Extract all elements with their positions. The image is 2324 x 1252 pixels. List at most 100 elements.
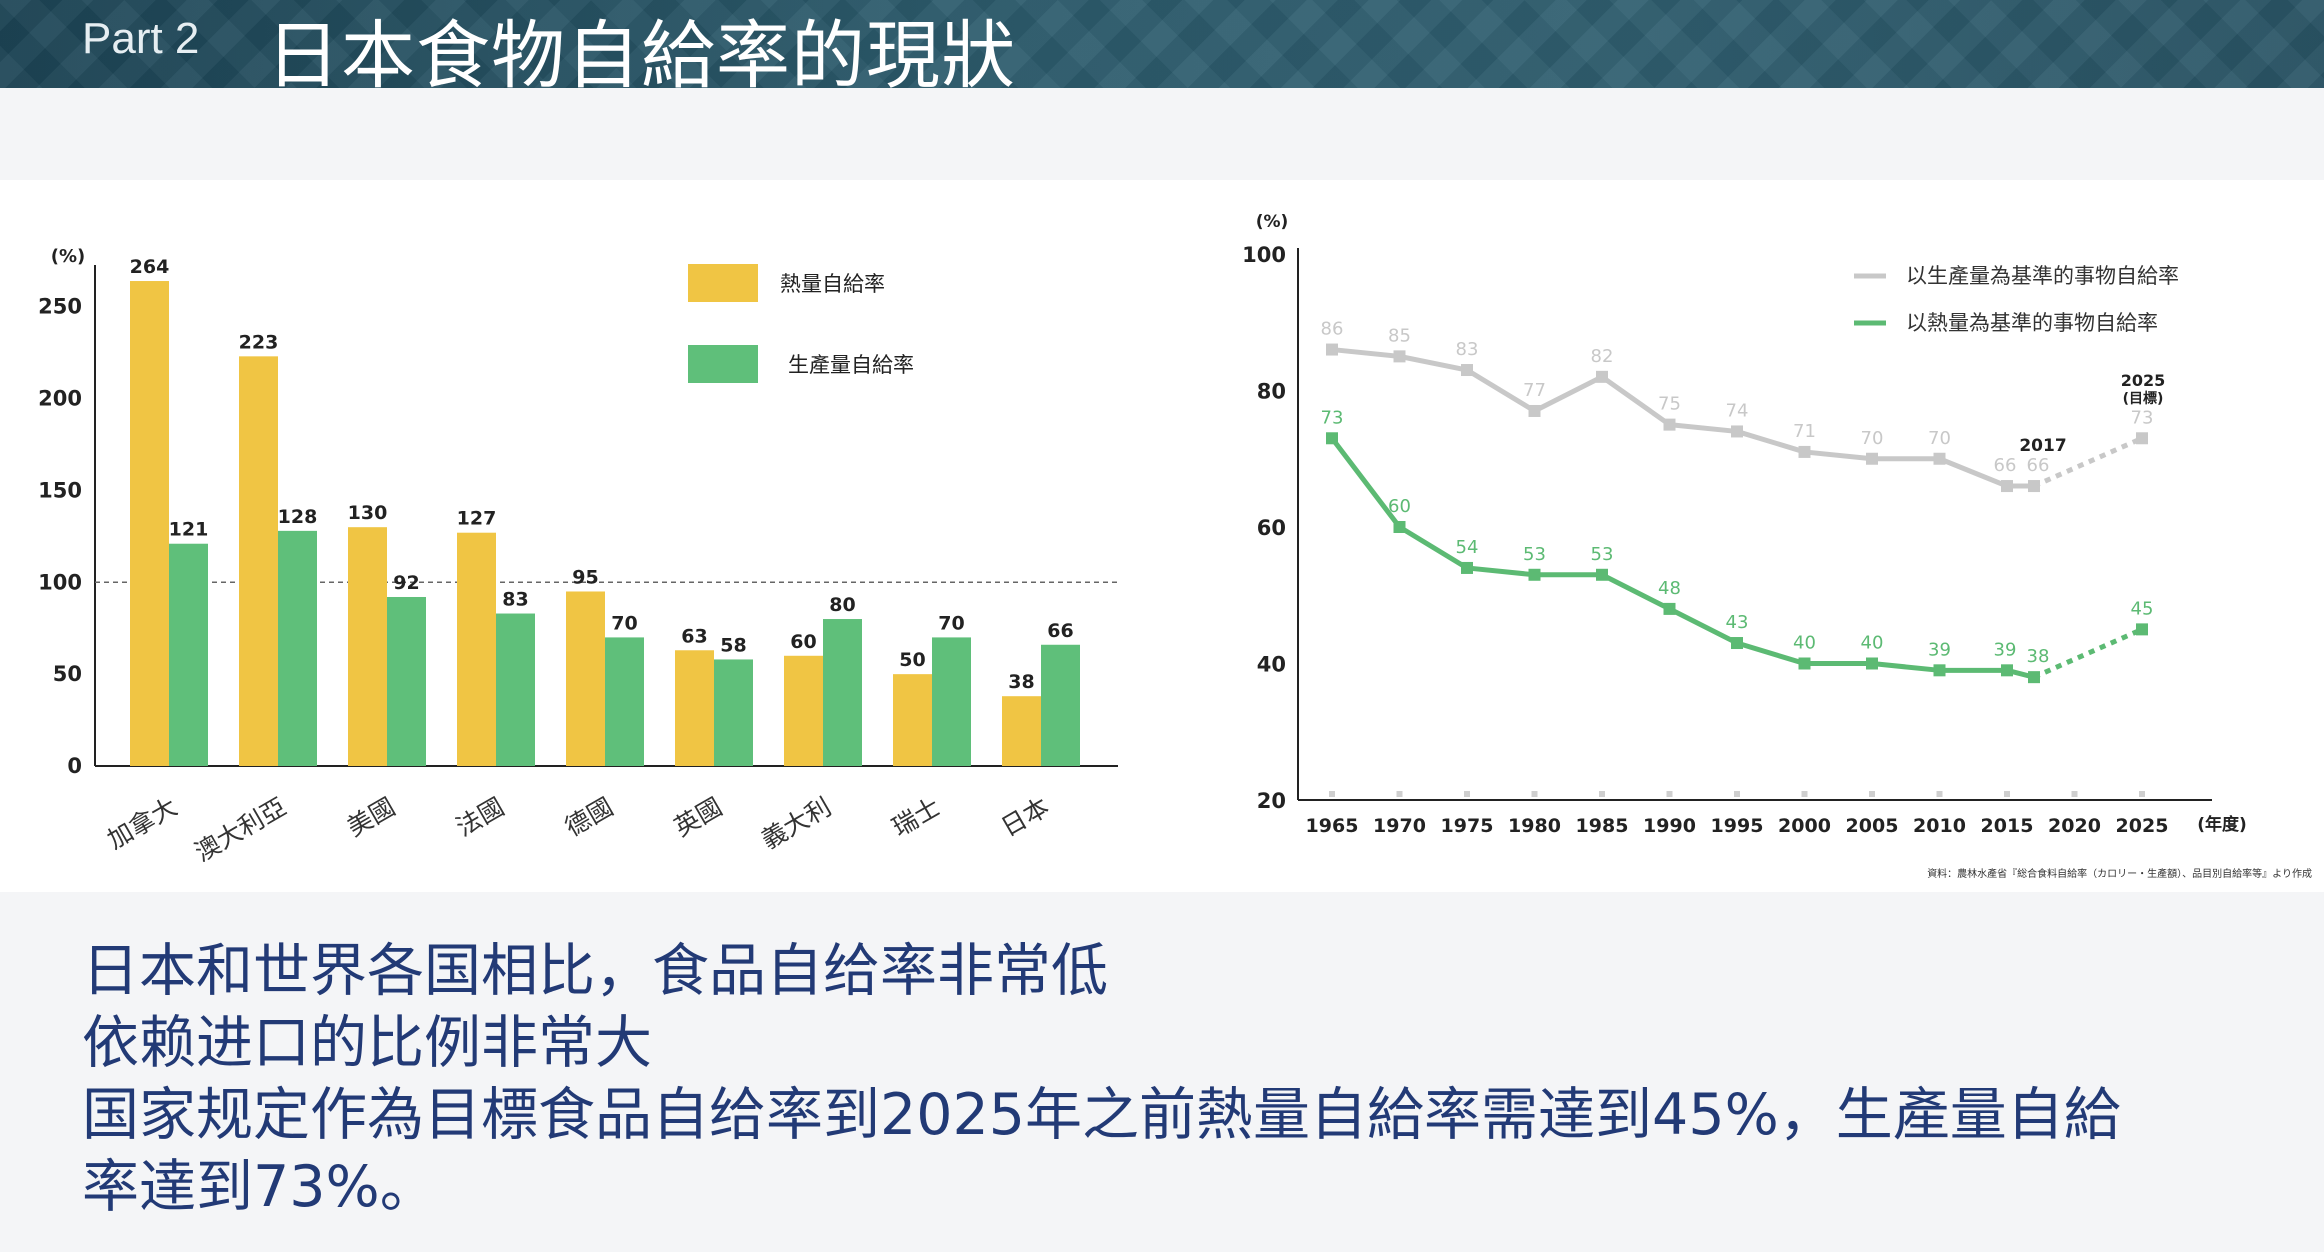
bar-production	[714, 659, 753, 766]
line-x-baseline-marker	[1734, 791, 1740, 797]
line-x-tick-label: 1990	[1643, 815, 1696, 837]
line-production-target-dashed	[2032, 435, 2144, 489]
line-production-value-label: 77	[1523, 380, 1546, 401]
bar-legend-label: 熱量自給率	[780, 272, 885, 296]
bar-value-label: 121	[169, 519, 209, 541]
bar-value-label: 128	[278, 506, 318, 528]
line-x-baseline-marker	[1936, 791, 1943, 797]
line-production-value-label: 82	[1591, 346, 1614, 367]
line-production-point	[1731, 425, 1743, 438]
line-production-point	[1663, 418, 1676, 431]
line-calorie-value-label: 40	[1793, 633, 1816, 654]
line-calorie-value-label: 53	[1523, 544, 1546, 565]
body-line-3: 国家规定作為目標食品自给率到2025年之前熱量自給率需達到45%，生產量自給	[82, 1082, 2121, 1148]
bar-production	[823, 619, 862, 766]
bar-value-label: 66	[1047, 620, 1073, 642]
line-production-value-label: 83	[1456, 339, 1479, 360]
bar-value-label: 50	[899, 649, 925, 671]
line-calorie-point	[1798, 657, 1811, 670]
line-x-unit: (年度)	[2197, 814, 2247, 835]
line-production-target-point	[2136, 432, 2148, 445]
line-x-baseline-marker	[1666, 791, 1673, 797]
line-production-point	[1798, 445, 1811, 458]
bar-value-label: 58	[720, 634, 746, 656]
page-title: 日本食物自給率的現狀	[266, 13, 1016, 88]
line-production-point	[1326, 343, 1338, 356]
body-line-1: 日本和世界各国相比，食品自给率非常低	[82, 938, 1108, 1004]
bar-y-tick-label: 100	[38, 570, 82, 594]
line-y-tick-label: 80	[1257, 380, 1286, 404]
line-calorie-point	[1596, 568, 1608, 581]
line-calorie-target-dashed	[2032, 627, 2144, 680]
line-production-value-label: 66	[2027, 455, 2050, 476]
line-production-point	[1461, 364, 1473, 377]
bar-value-label: 223	[239, 331, 279, 353]
line-x-tick-label: 1995	[1711, 815, 1764, 837]
line-x-tick-label: 2015	[1981, 815, 2034, 837]
bar-value-label: 70	[611, 612, 637, 634]
line-x-baseline-marker	[1599, 791, 1605, 797]
bar-legend-swatch	[688, 264, 758, 302]
bar-value-label: 70	[938, 612, 964, 634]
bar-y-tick-label: 250	[38, 295, 82, 319]
line-calorie-point	[2028, 671, 2040, 684]
line-production-value-label: 85	[1388, 325, 1411, 346]
bar-value-label: 38	[1008, 671, 1034, 693]
line-x-tick-label: 1970	[1373, 815, 1426, 837]
bar-value-label: 83	[502, 589, 528, 611]
bar-calorie	[457, 532, 496, 766]
line-x-baseline-marker	[1869, 791, 1875, 797]
line-y-tick-label: 20	[1257, 789, 1286, 813]
bar-value-label: 130	[348, 502, 388, 524]
line-calorie-value-label: 73	[1321, 407, 1344, 428]
bar-production	[496, 613, 535, 766]
line-calorie-point	[2001, 664, 2013, 677]
line-x-baseline-marker	[1464, 791, 1470, 797]
bar-value-label: 127	[457, 508, 497, 530]
bar-value-label: 264	[130, 256, 170, 278]
bar-value-label: 92	[393, 572, 419, 594]
line-annotation-target: (目標)	[2123, 390, 2164, 407]
bar-value-label: 63	[681, 625, 707, 647]
line-calorie-target-label: 45	[2131, 598, 2154, 619]
line-calorie-value-label: 48	[1658, 578, 1681, 599]
line-calorie-value-label: 54	[1456, 537, 1479, 558]
line-production-point	[1596, 370, 1608, 383]
line-x-tick-label: 1985	[1576, 815, 1629, 837]
line-annotation-2017: 2017	[2019, 436, 2066, 456]
line-x-tick-label: 2005	[1846, 815, 1899, 837]
line-x-tick-label: 2025	[2116, 815, 2169, 837]
bar-y-tick-label: 200	[38, 387, 82, 411]
line-calorie-point	[1933, 664, 1946, 677]
line-calorie-value-label: 43	[1726, 612, 1749, 633]
bar-calorie	[130, 281, 169, 766]
line-x-baseline-marker	[1801, 791, 1808, 797]
line-production-value-label: 71	[1793, 421, 1816, 442]
line-x-tick-label: 2000	[1778, 815, 1831, 837]
line-x-baseline-marker	[2004, 791, 2010, 797]
line-calorie-value-label: 53	[1591, 544, 1614, 565]
line-x-baseline-marker	[1329, 791, 1335, 797]
bar-category-label: 英國	[669, 792, 727, 842]
body-line-4: 率達到73%。	[82, 1154, 437, 1220]
line-legend-label: 以熱量為基準的事物自給率	[1906, 311, 2158, 335]
line-legend-label: 以生產量為基準的事物自給率	[1906, 264, 2179, 288]
line-calorie-series	[1330, 436, 2035, 680]
bar-category-label: 日本	[996, 792, 1054, 842]
line-production-series	[1331, 347, 2034, 489]
bar-production	[605, 637, 644, 766]
bar-calorie	[239, 356, 278, 766]
line-production-value-label: 70	[1928, 428, 1951, 449]
line-y-tick-label: 40	[1257, 653, 1286, 677]
bar-production	[169, 543, 208, 766]
bar-category-label: 義大利	[757, 792, 836, 855]
bar-category-label: 美國	[342, 792, 400, 842]
line-calorie-target-point	[2136, 623, 2148, 636]
line-calorie-point	[1461, 561, 1473, 574]
line-production-value-label: 70	[1861, 428, 1884, 449]
line-x-baseline-marker	[1396, 791, 1403, 797]
line-calorie-point	[1528, 568, 1541, 581]
line-calorie-point	[1731, 637, 1743, 650]
line-calorie-value-label: 38	[2027, 646, 2050, 667]
bar-production	[932, 637, 971, 766]
